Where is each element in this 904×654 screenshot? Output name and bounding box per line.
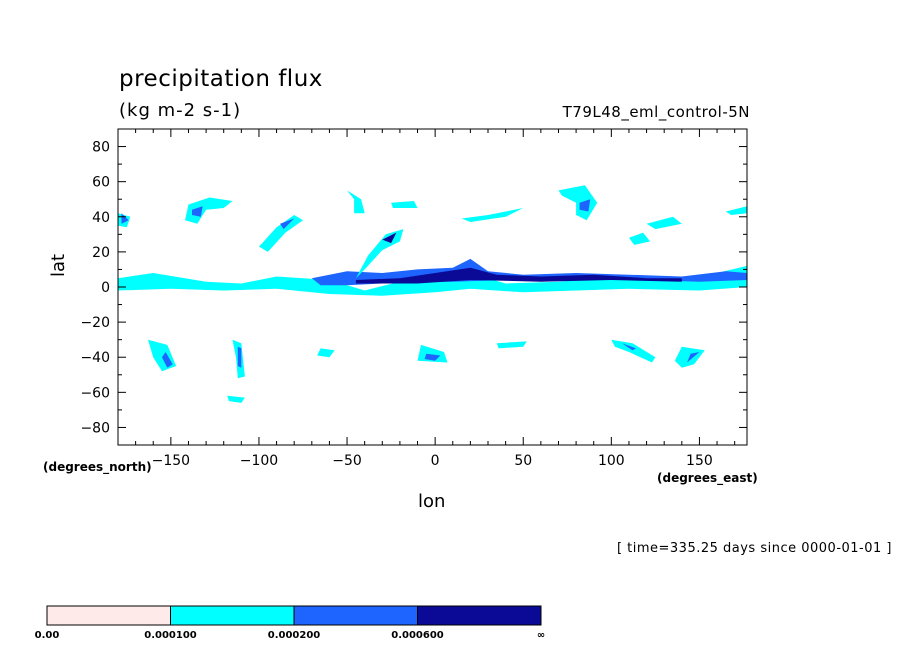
colorbar: 0.00 0.000100 0.000200 0.000600 ∞ [35, 605, 545, 641]
x-tick-label: −100 [240, 453, 278, 469]
precip-region-7 [259, 215, 303, 252]
x-tick-label: 150 [686, 453, 713, 469]
precip-region-31 [227, 395, 245, 403]
precip-region-6 [192, 206, 203, 217]
precip-region-16 [629, 232, 651, 245]
colorbar-label: ∞ [537, 630, 545, 641]
x-tick-label: −50 [332, 453, 362, 469]
y-tick-label: 80 [92, 140, 110, 156]
axis-ticks: −150 −100 −50 0 50 100 150 80 60 40 20 0 −20 −40 −60 −8… [80, 128, 747, 469]
colorbar-swatch-3 [417, 605, 542, 626]
colorbar-label: 0.000200 [268, 630, 321, 641]
precip-region-5 [185, 197, 233, 224]
precip-region-9 [355, 229, 404, 279]
precip-region-8 [280, 218, 295, 230]
y-axis-label: lat [48, 253, 69, 277]
precip-region-19 [148, 339, 177, 372]
run-id-label: T79L48_eml_control-5N [562, 103, 750, 121]
precip-region-2 [355, 267, 682, 284]
y-tick-label: −80 [80, 420, 110, 436]
colorbar-swatch-1 [170, 605, 295, 626]
time-info: [ time=335.25 days since 0000-01-01 ] [616, 541, 892, 556]
contour-fills [118, 185, 747, 403]
x-tick-label: 50 [514, 453, 532, 469]
precip-region-30 [687, 352, 700, 363]
y-tick-label: 40 [92, 210, 110, 226]
precip-region-15 [461, 208, 524, 222]
colorbar-swatch-2 [293, 605, 418, 626]
x-tick-label: −150 [152, 453, 190, 469]
precip-region-13 [558, 185, 598, 221]
y-tick-label: 0 [101, 280, 110, 296]
units-label: (kg m-2 s-1) [119, 100, 242, 121]
y-tick-label: 20 [92, 245, 110, 261]
chart-title: precipitation flux [119, 66, 323, 92]
precip-region-18 [725, 206, 747, 215]
precip-region-22 [237, 346, 242, 368]
x-axis-units: (degrees_east) [657, 471, 758, 485]
y-axis-units: (degrees_north) [43, 460, 152, 474]
precip-region-17 [646, 216, 682, 230]
colorbar-label: 0.000600 [391, 630, 444, 641]
colorbar-label: 0.000100 [144, 630, 197, 641]
precip-region-26 [496, 341, 527, 349]
y-tick-label: 60 [92, 175, 110, 191]
precip-region-10 [382, 232, 397, 244]
y-tick-label: −60 [80, 385, 110, 401]
precip-region-4 [121, 213, 129, 224]
x-tick-label: 0 [431, 453, 440, 469]
colorbar-label: 0.00 [35, 630, 60, 641]
x-tick-label: 100 [598, 453, 625, 469]
precip-region-11 [347, 190, 365, 214]
colorbar-swatch-0 [46, 605, 171, 626]
precip-region-28 [621, 343, 636, 351]
y-tick-label: −40 [80, 350, 110, 366]
precip-region-20 [162, 352, 173, 368]
precip-region-14 [579, 199, 591, 212]
precip-region-27 [611, 339, 656, 363]
precip-region-12 [391, 201, 418, 208]
x-axis-label: lon [418, 491, 446, 512]
y-tick-label: −20 [80, 315, 110, 331]
precip-region-23 [317, 348, 335, 358]
precip-region-25 [424, 353, 441, 361]
